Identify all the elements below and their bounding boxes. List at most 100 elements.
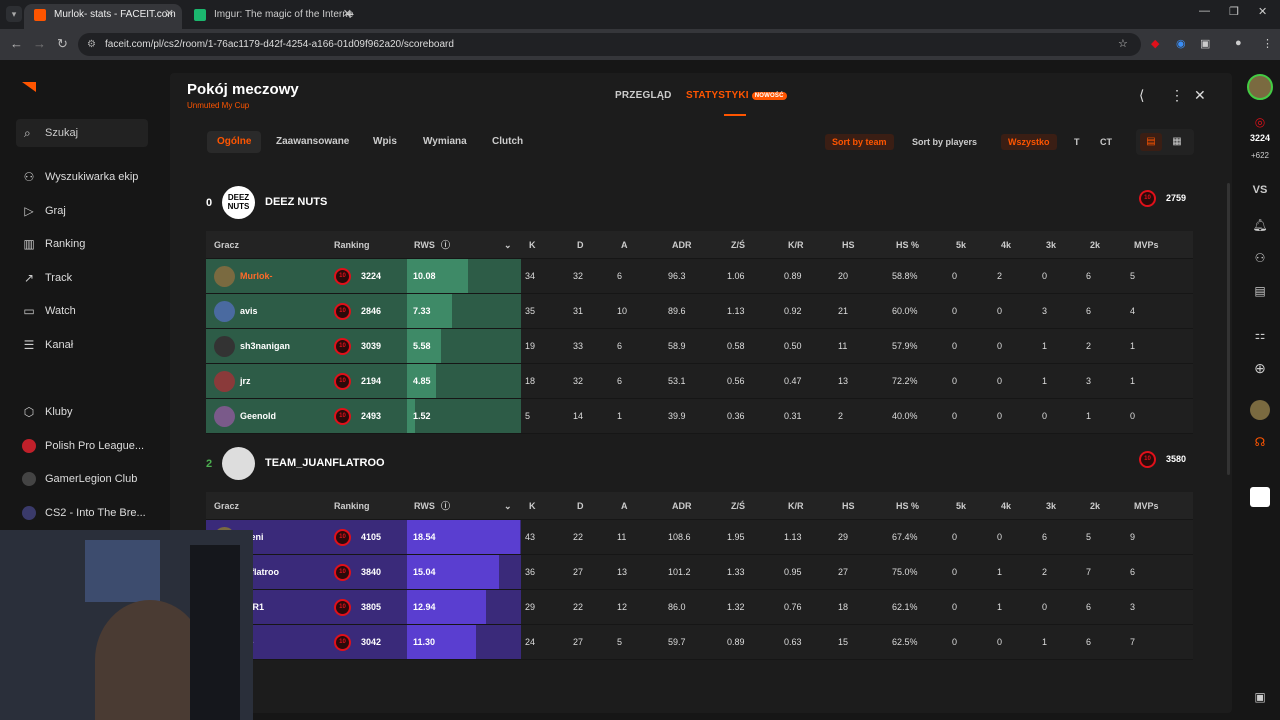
extensions-puzzle-icon[interactable]: ▣ <box>1200 38 1211 50</box>
player-name[interactable]: Murlok- <box>240 271 273 281</box>
table-row[interactable]: unflatroo 10 3840 15.04 36 27 13 101.2 1.33 0.95 2… <box>206 555 1193 590</box>
player-name[interactable]: sh3nanigan <box>240 341 291 351</box>
chat-icon[interactable]: ▤ <box>1254 284 1266 298</box>
player-avatar[interactable] <box>214 266 235 287</box>
tab-search-button[interactable]: ▾ <box>6 6 22 22</box>
bookmark-star-icon[interactable]: ☆ <box>1118 38 1128 50</box>
back-icon[interactable]: ← <box>10 36 23 51</box>
maximize-icon[interactable]: ❐ <box>1229 6 1239 18</box>
list-view-icon[interactable]: ▤ <box>1140 133 1162 151</box>
url-input[interactable]: ⚙ faceit.com/pl/cs2/room/1-76ac1179-d42f… <box>78 33 1141 56</box>
stat-mvps: 1 <box>1130 376 1136 386</box>
sort-by-team-button[interactable]: Sort by team <box>825 134 894 150</box>
player-name[interactable]: avis <box>240 306 258 316</box>
audio-extension-icon[interactable]: ◉ <box>1176 38 1186 50</box>
close-icon[interactable]: ✕ <box>1194 87 1206 103</box>
nav-ranking[interactable]: ▥ Ranking <box>22 234 85 254</box>
player-avatar[interactable] <box>214 371 235 392</box>
tab-stats[interactable]: STATYSTYKI NOWOŚĆ <box>686 90 787 116</box>
sort-chevron-icon[interactable]: ⌄ <box>504 501 512 511</box>
filter-t-button[interactable]: T <box>1074 137 1080 147</box>
nav-watch[interactable]: ▭ Watch <box>22 301 75 321</box>
player-avatar[interactable] <box>214 406 235 427</box>
close-window-icon[interactable]: ✕ <box>1258 6 1268 18</box>
table-row[interactable]: jrz 10 2194 4.85 18 32 6 53.1 0.56 0.47 13 72.2% 0 0 1… <box>206 364 1193 399</box>
browser-menu-icon[interactable]: ⋮ <box>1262 38 1273 50</box>
table-row[interactable]: ko-10304211.302427559.70.890.631562.5%00… <box>206 625 1193 660</box>
column-header[interactable]: RWS <box>414 240 435 250</box>
column-header: 2k <box>1090 240 1101 250</box>
close-tab-icon[interactable]: ✕ <box>164 8 174 20</box>
browser-tab-faceit[interactable]: Murlok- stats - FACEIT.com ✕ <box>24 4 182 29</box>
grid-view-icon[interactable]: ▦ <box>1172 136 1182 147</box>
club-item[interactable]: GamerLegion Club <box>22 469 137 489</box>
more-options-icon[interactable]: ⋮ <box>1170 87 1184 103</box>
table-row[interactable]: Geenold 10 2493 1.52 5 14 1 39.9 0.36 0.31 2 40.0% 0… <box>206 399 1193 434</box>
close-tab-icon[interactable]: ✕ <box>342 8 352 20</box>
table-row[interactable]: sh3nanigan 10 3039 5.58 19 33 6 58.9 0.58 0.50 11 5… <box>206 329 1193 364</box>
table-row[interactable]: NER110380512.9429221286.01.320.761862.1%… <box>206 590 1193 625</box>
share-icon[interactable]: ⟨ <box>1139 87 1145 103</box>
party-icon[interactable]: ⚏ <box>1254 328 1266 342</box>
tab-title: Imgur: The magic of the Interne <box>214 9 354 20</box>
column-header[interactable]: RWS <box>414 501 435 511</box>
subtab-entry[interactable]: Wpis <box>373 136 397 147</box>
profile-avatar-icon[interactable]: ● <box>1235 37 1242 49</box>
minimize-icon[interactable]: — <box>1199 5 1210 17</box>
scrollbar[interactable] <box>1227 183 1230 475</box>
stat-hsp: 72.2% <box>892 376 918 386</box>
table-row[interactable]: abeni10410518.54432211108.61.951.132967.… <box>206 520 1193 555</box>
extension-icon[interactable]: ◆ <box>1151 38 1160 50</box>
sort-chevron-icon[interactable]: ⌄ <box>504 240 512 250</box>
player-name[interactable]: Geenold <box>240 411 277 421</box>
site-info-icon[interactable]: ⚙ <box>87 39 96 50</box>
subtab-general[interactable]: Ogólne <box>207 131 262 153</box>
nav-feed[interactable]: ☰ Kanał <box>22 335 74 355</box>
column-header: D <box>577 501 584 511</box>
nav-team-finder[interactable]: ⚇ Wyszukiwarka ekip <box>22 167 139 187</box>
subtab-trade[interactable]: Wymiana <box>423 136 467 147</box>
player-name[interactable]: jrz <box>240 376 251 386</box>
club-item[interactable]: Polish Pro League... <box>22 436 144 456</box>
team-name[interactable]: DEEZ NUTS <box>265 196 328 208</box>
search-box[interactable]: ⌕ Szukaj <box>16 119 148 147</box>
user-avatar[interactable] <box>1240 74 1280 103</box>
player-avatar[interactable] <box>214 301 235 322</box>
stat-kr: 0.31 <box>784 411 802 421</box>
reload-icon[interactable]: ↻ <box>57 36 68 51</box>
subtab-advanced[interactable]: Zaawansowane <box>276 136 350 147</box>
tab-overview[interactable]: PRZEGLĄD <box>615 90 672 101</box>
new-tab-icon[interactable]: + <box>346 6 355 22</box>
filter-all-button[interactable]: Wszystko <box>1001 134 1057 150</box>
friend-avatar[interactable] <box>1240 400 1280 423</box>
support-headset-icon[interactable]: ☊ <box>1254 435 1266 449</box>
team-name[interactable]: TEAM_JUANFLATROO <box>265 457 385 469</box>
stat-hs: 20 <box>838 271 849 281</box>
forward-icon[interactable]: → <box>33 36 46 51</box>
team-logo-icon[interactable] <box>1240 487 1280 510</box>
player-name[interactable]: unflatroo <box>240 567 279 577</box>
friends-icon[interactable]: ⚇ <box>1254 251 1266 265</box>
stat-k4: 0 <box>997 637 1003 647</box>
nav-play[interactable]: ▷ Graj <box>22 201 65 221</box>
faceit-logo-icon[interactable] <box>22 82 36 92</box>
club-item[interactable]: CS2 - Into The Bre... <box>22 503 146 523</box>
player-avatar[interactable] <box>214 336 235 357</box>
sort-by-players-button[interactable]: Sort by players <box>912 137 978 147</box>
add-icon[interactable]: ⊕ <box>1254 360 1266 376</box>
page-subtitle[interactable]: Unmuted My Cup <box>187 101 250 110</box>
rws-info-icon[interactable]: ⓘ <box>441 240 451 250</box>
stat-k2: 2 <box>1086 341 1092 351</box>
filter-ct-button[interactable]: CT <box>1100 137 1112 147</box>
table-row[interactable]: avis 10 2846 7.33 35 31 10 89.6 1.13 0.92 21 60.0% 0… <box>206 294 1193 329</box>
twitch-icon[interactable]: ▣ <box>1254 690 1266 704</box>
nav-track[interactable]: ↗ Track <box>22 268 72 288</box>
subtab-clutch[interactable]: Clutch <box>492 136 524 147</box>
nav-clubs[interactable]: ⬡ Kluby <box>22 402 73 422</box>
vs-icon[interactable]: VS <box>1252 184 1268 196</box>
browser-tab-imgur[interactable]: Imgur: The magic of the Interne ✕ <box>184 4 360 29</box>
column-header: 4k <box>1001 240 1012 250</box>
bell-icon[interactable]: 🔔︎ <box>1252 218 1268 232</box>
table-row[interactable]: Murlok- 10 3224 10.08 34 32 6 96.3 1.06 0.89 20 58.… <box>206 259 1193 294</box>
rws-info-icon[interactable]: ⓘ <box>441 501 451 511</box>
